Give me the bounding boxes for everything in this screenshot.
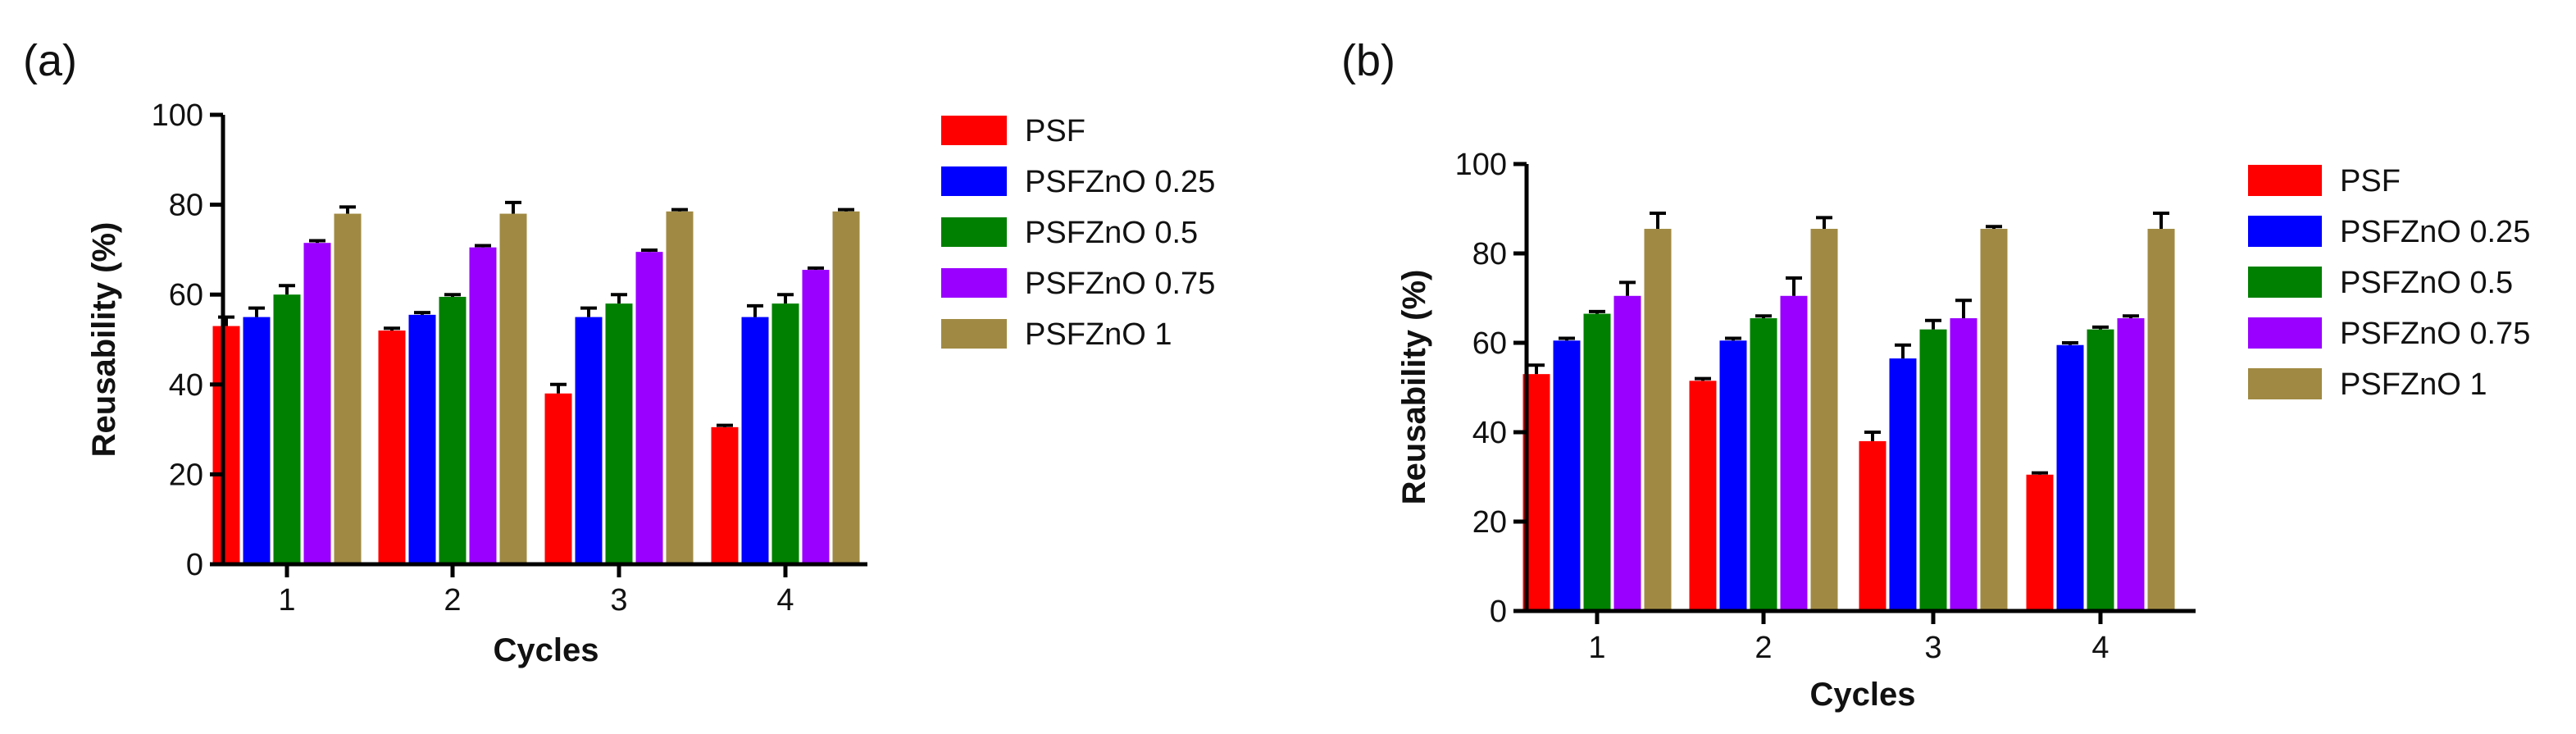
y-tick-label: 80 [1472,237,1507,271]
legend-swatch [2248,317,2322,349]
bar-psf-cycle-2 [378,331,406,564]
x-tick-label: 3 [610,583,627,618]
legend-label: PSF [2340,164,2401,198]
bar-psf-cycle-2 [1689,381,1717,611]
y-tick-label: 40 [169,368,203,403]
bar-psfzno-1-cycle-2 [1810,229,1838,611]
x-tick-label: 2 [444,583,461,618]
legend-label: PSFZnO 0.75 [2340,317,2530,351]
bar-psfzno-0.25-cycle-3 [1889,358,1917,611]
bar-psf-cycle-4 [2026,474,2054,611]
bar-psf-cycle-3 [544,393,572,564]
y-tick-label: 20 [169,458,203,492]
legend-label: PSFZnO 0.25 [2340,215,2530,249]
x-tick-label: 1 [278,583,295,618]
bar-psfzno-1-cycle-2 [499,213,527,564]
x-tick-label: 3 [1924,631,1941,665]
bar-psfzno-0.75-cycle-4 [802,270,830,564]
bar-psf-cycle-4 [711,426,739,564]
y-tick-label: 60 [169,278,203,312]
bar-psfzno-0.25-cycle-1 [1553,340,1581,611]
bar-psfzno-1-cycle-1 [334,213,362,564]
bar-psfzno-0.75-cycle-4 [2117,318,2145,611]
y-tick-label: 100 [1455,148,1507,182]
bar-psfzno-0.5-cycle-3 [1919,329,1947,611]
x-tick-label: 4 [776,583,794,618]
x-axis-title: Cycles [1810,677,1916,713]
bar-psfzno-0.25-cycle-1 [243,317,271,564]
legend: PSF PSFZnO 0.25 PSFZnO 0.5 PSFZnO 0.75 PSFZn… [941,114,1215,352]
bar-psfzno-0.75-cycle-1 [303,243,331,564]
legend-swatch [2248,216,2322,247]
bar-psfzno-0.25-cycle-4 [741,317,769,564]
bar-psfzno-0.75-cycle-2 [469,247,497,564]
bar-psfzno-0.5-cycle-3 [605,303,633,564]
legend-swatch [941,268,1007,298]
bar-psfzno-0.5-cycle-4 [771,303,799,564]
bar-psfzno-0.75-cycle-1 [1613,295,1641,611]
bar-psfzno-1-cycle-4 [832,211,860,564]
legend-label: PSFZnO 0.5 [2340,266,2513,300]
y-tick-label: 20 [1472,505,1507,540]
chart-panel-a: (a) 0 20 40 60 80 100 1 2 3 4 Cycles Reusability (%)… [23,36,1215,668]
bar-psfzno-0.75-cycle-3 [635,252,663,564]
bar-psfzno-0.25-cycle-3 [575,317,603,564]
legend-label: PSFZnO 1 [2340,367,2487,402]
y-tick-label: 40 [1472,416,1507,450]
y-tick-label: 0 [1490,595,1507,629]
legend-swatch [941,217,1007,247]
legend-label: PSF [1025,114,1085,148]
legend-swatch [2248,267,2322,298]
legend-label: PSFZnO 0.75 [1025,267,1215,301]
bar-psfzno-0.25-cycle-2 [408,314,436,564]
bar-psfzno-0.75-cycle-3 [1950,318,1978,611]
bar-psfzno-0.75-cycle-2 [1780,295,1808,611]
bar-psfzno-1-cycle-3 [666,211,694,564]
legend-label: PSFZnO 1 [1025,317,1172,352]
bar-psf-cycle-1 [212,326,240,564]
legend-label: PSFZnO 0.25 [1025,165,1215,199]
legend-swatch [2248,368,2322,399]
x-tick-label: 2 [1755,631,1772,665]
legend-swatch [941,166,1007,196]
x-tick-label: 1 [1588,631,1605,665]
bar-psfzno-0.5-cycle-1 [1583,313,1611,611]
bar-psfzno-1-cycle-3 [1980,229,2008,611]
bar-psfzno-1-cycle-1 [1644,229,1672,611]
bar-psfzno-0.25-cycle-2 [1719,340,1747,611]
x-axis-title: Cycles [494,632,599,668]
y-tick-label: 80 [169,189,203,223]
bar-psfzno-0.5-cycle-1 [273,294,301,564]
y-axis-title: Reusability (%) [86,222,122,458]
legend: PSF PSFZnO 0.25 PSFZnO 0.5 PSFZnO 0.75 PSFZn… [2248,164,2530,402]
bar-psfzno-0.25-cycle-4 [2056,344,2084,611]
bar-psfzno-0.5-cycle-4 [2087,329,2114,611]
legend-swatch [941,319,1007,349]
x-tick-label: 4 [2091,631,2109,665]
y-axis-title: Reusability (%) [1396,270,1432,505]
bar-psfzno-0.5-cycle-2 [1750,318,1777,611]
legend-swatch [941,116,1007,145]
bar-psfzno-1-cycle-4 [2147,229,2175,611]
legend-swatch [2248,165,2322,196]
legend-label: PSFZnO 0.5 [1025,216,1198,250]
y-tick-label: 100 [152,98,203,133]
bar-psf-cycle-3 [1859,440,1886,611]
bar-psfzno-0.5-cycle-2 [439,296,467,564]
y-tick-label: 60 [1472,326,1507,361]
panel-label: (a) [23,36,77,85]
panel-label: (b) [1341,36,1395,85]
chart-panel-b: (b) 0 20 40 60 80 100 1 2 3 4 Cycles Reusability (%)… [1341,36,2530,713]
y-tick-label: 0 [186,548,203,582]
